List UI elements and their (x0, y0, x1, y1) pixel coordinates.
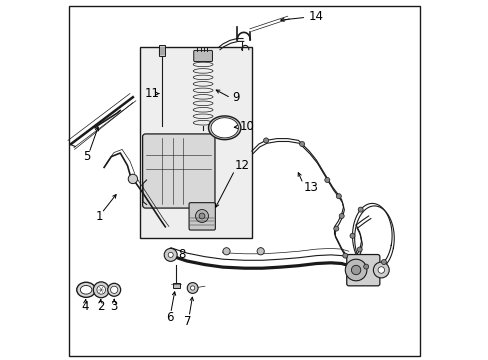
Text: 5: 5 (83, 150, 91, 163)
Circle shape (199, 213, 204, 219)
Circle shape (345, 259, 366, 281)
FancyBboxPatch shape (346, 255, 379, 286)
Circle shape (93, 282, 109, 298)
Text: 7: 7 (184, 315, 191, 328)
Text: 8: 8 (178, 248, 185, 261)
Ellipse shape (80, 285, 92, 294)
Text: 6: 6 (165, 311, 173, 324)
Text: 14: 14 (307, 10, 323, 23)
Circle shape (333, 226, 338, 231)
Circle shape (299, 141, 304, 147)
Circle shape (342, 253, 347, 258)
FancyBboxPatch shape (189, 203, 215, 230)
Circle shape (357, 207, 363, 212)
Bar (159, 45, 164, 56)
Circle shape (356, 247, 362, 252)
Circle shape (351, 265, 360, 275)
FancyBboxPatch shape (142, 134, 215, 208)
Circle shape (257, 248, 264, 255)
Ellipse shape (208, 116, 241, 140)
Circle shape (339, 213, 344, 219)
Circle shape (164, 248, 177, 261)
Circle shape (110, 286, 118, 293)
Circle shape (349, 233, 354, 238)
Circle shape (107, 283, 121, 296)
Circle shape (97, 285, 105, 294)
Circle shape (195, 210, 208, 222)
Bar (140, 47, 251, 238)
Circle shape (336, 194, 341, 199)
Text: 1: 1 (96, 210, 103, 223)
Circle shape (377, 267, 384, 273)
Text: 11: 11 (144, 87, 159, 100)
Circle shape (373, 262, 388, 278)
Text: 13: 13 (303, 181, 318, 194)
Text: 9: 9 (231, 91, 239, 104)
Text: 4: 4 (81, 300, 89, 313)
Circle shape (223, 248, 230, 255)
Ellipse shape (211, 118, 238, 138)
Circle shape (324, 177, 329, 183)
Circle shape (381, 260, 386, 265)
FancyBboxPatch shape (193, 50, 212, 62)
Text: 12: 12 (235, 159, 250, 172)
Circle shape (363, 264, 368, 269)
Text: 2: 2 (97, 300, 104, 313)
Circle shape (187, 283, 198, 293)
Text: 3: 3 (110, 300, 118, 313)
Circle shape (168, 252, 173, 257)
Circle shape (190, 286, 194, 290)
Circle shape (263, 138, 268, 143)
Bar (172, 283, 179, 288)
Text: 10: 10 (239, 120, 254, 133)
Circle shape (128, 174, 137, 184)
Ellipse shape (77, 282, 95, 297)
